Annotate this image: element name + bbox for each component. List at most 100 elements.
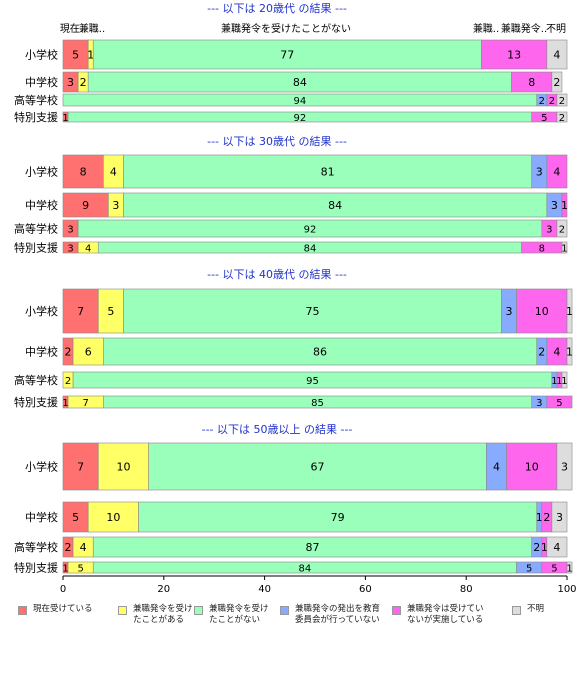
bar-segment — [123, 154, 533, 189]
bar-value-label: 2 — [553, 76, 560, 89]
bar-segment — [551, 501, 568, 533]
group-title: --- 以下は 30歳代 の結果 --- — [207, 134, 347, 148]
bar-segment — [62, 442, 99, 491]
bar-segment — [72, 337, 104, 366]
group-title: --- 以下は 50歳以上 の結果 --- — [202, 422, 353, 436]
category-label: 高等学校 — [14, 540, 58, 554]
category-label: 中学校 — [25, 198, 58, 212]
bar-value-label: 5 — [541, 113, 547, 124]
bar-value-label: 84 — [328, 199, 342, 212]
bar-segment — [97, 288, 124, 334]
bar-segment — [546, 395, 573, 409]
bar-value-label: 87 — [305, 541, 319, 554]
category-label: 特別支援 — [14, 395, 58, 409]
bar-value-label: 6 — [85, 346, 92, 359]
x-tick-label: 60 — [359, 584, 372, 595]
bar-value-label: 1 — [551, 376, 557, 387]
legend-item: 兼職発令を受け たことがある — [118, 604, 193, 626]
category-label: 高等学校 — [14, 373, 58, 387]
bar-value-label: 7 — [77, 305, 84, 318]
bar-value-label: 5 — [77, 564, 83, 575]
legend-swatch — [512, 606, 521, 615]
x-tick-label: 20 — [157, 584, 170, 595]
bar-value-label: 67 — [311, 461, 325, 474]
top-column-label: 現在.. — [60, 23, 86, 35]
legend-label: 兼職発令を受け たことがない — [209, 604, 269, 625]
bar-value-label: 5 — [556, 398, 562, 409]
bar-value-label: 2 — [80, 76, 87, 89]
bar-segment — [556, 93, 568, 107]
x-tick-label: 0 — [60, 584, 66, 595]
legend-item: 兼職発令の発出を教育 委員会が行っていない — [280, 604, 380, 626]
bar-segment — [546, 39, 568, 70]
bar-value-label: 81 — [321, 166, 335, 179]
bar-value-label: 10 — [525, 461, 539, 474]
top-column-label: 兼職.. — [79, 22, 105, 35]
bar-value-label: 8 — [80, 166, 87, 179]
bar-segment — [506, 442, 558, 491]
bar-value-label: 13 — [507, 49, 521, 62]
bar-value-label: 85 — [311, 398, 324, 409]
category-label: 中学校 — [25, 75, 58, 89]
bar-value-label: 4 — [553, 346, 560, 359]
bar-segment — [556, 111, 568, 123]
bar-value-label: 10 — [116, 461, 130, 474]
legend-item: 兼職発令は受けてい ないが実施している — [392, 604, 484, 626]
bar-value-label: 7 — [77, 461, 84, 474]
bar-value-label: 2 — [549, 96, 555, 107]
bar-value-label: 3 — [551, 199, 558, 212]
bar-value-label: 3 — [506, 305, 513, 318]
bar-value-label: 5 — [526, 564, 532, 575]
bar-value-label: 1 — [566, 564, 572, 575]
bar-segment — [87, 501, 139, 533]
top-column-label: 兼職.. — [473, 22, 499, 35]
legend-item: 兼職発令を受け たことがない — [194, 604, 269, 626]
bar-value-label: 2 — [65, 376, 71, 387]
bar-segment — [62, 288, 99, 334]
bar-value-label: 3 — [556, 511, 563, 524]
bar-segment — [546, 154, 568, 189]
legend-label: 兼職発令を受け たことがある — [133, 604, 193, 625]
bar-value-label: 77 — [280, 49, 294, 62]
bar-value-label: 1 — [87, 49, 94, 62]
bar-value-label: 3 — [536, 398, 542, 409]
bar-segment — [566, 561, 573, 574]
bar-value-label: 10 — [535, 305, 549, 318]
bar-value-label: 4 — [110, 166, 117, 179]
bar-value-label: 5 — [72, 511, 79, 524]
bar-value-label: 9 — [82, 199, 89, 212]
legend-swatch — [392, 606, 401, 615]
group-title: --- 以下は 20歳代 の結果 --- — [207, 1, 347, 15]
category-label: 小学校 — [25, 165, 58, 179]
bar-segment — [556, 442, 573, 491]
bar-value-label: 4 — [493, 461, 500, 474]
bar-segment — [481, 39, 548, 70]
bar-value-label: 95 — [306, 376, 319, 387]
x-tick-label: 40 — [258, 584, 271, 595]
bar-value-label: 3 — [67, 225, 73, 236]
bar-segment — [556, 219, 568, 238]
bar-segment — [148, 442, 487, 491]
bar-value-label: 1 — [62, 113, 68, 124]
category-label: 特別支援 — [14, 241, 58, 255]
bar-value-label: 10 — [106, 511, 120, 524]
legend-swatch — [18, 606, 27, 615]
bar-value-label: 3 — [112, 199, 119, 212]
category-label: 特別支援 — [14, 561, 58, 575]
top-column-label: 兼職発令を受けたことがない — [221, 22, 351, 35]
top-column-label: 不明 — [546, 23, 566, 35]
bar-value-label: 2 — [559, 225, 565, 236]
bar-value-label: 1 — [561, 376, 567, 387]
bar-value-label: 5 — [72, 49, 79, 62]
bar-value-label: 2 — [65, 541, 72, 554]
bar-segment — [561, 371, 568, 389]
bar-value-label: 94 — [294, 96, 307, 107]
category-label: 小学校 — [25, 460, 58, 474]
bar-value-label: 1 — [541, 541, 548, 554]
bar-value-label: 2 — [539, 96, 545, 107]
bar-value-label: 3 — [67, 76, 74, 89]
category-label: 中学校 — [25, 345, 58, 359]
bar-value-label: 1 — [62, 398, 68, 409]
bar-segment — [92, 39, 482, 70]
legend-label: 不明 — [527, 604, 545, 614]
